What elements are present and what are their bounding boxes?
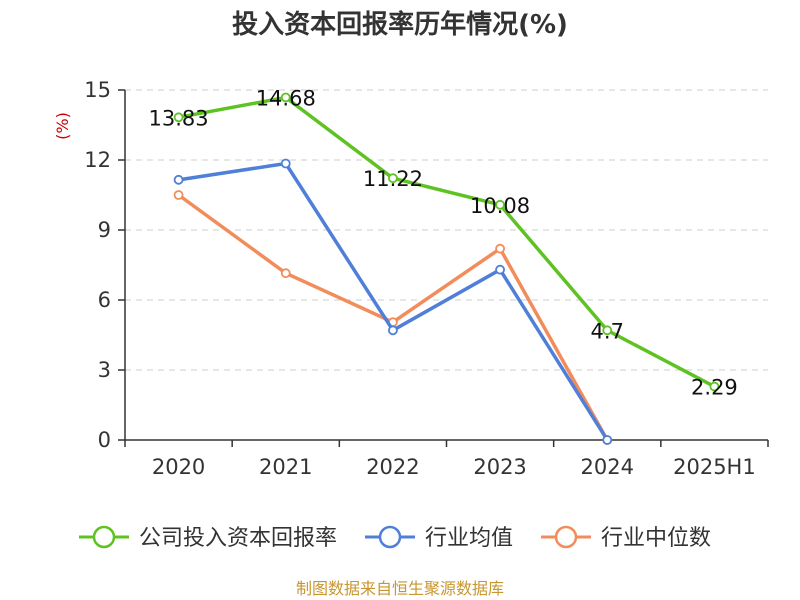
data-label: 13.83 — [149, 106, 209, 130]
x-tick-label: 2023 — [473, 455, 526, 479]
data-label: 11.22 — [363, 167, 423, 191]
x-tick-label: 2024 — [581, 455, 634, 479]
x-tick-label: 2022 — [366, 455, 419, 479]
data-point — [602, 435, 613, 445]
data-point — [280, 268, 291, 279]
legend-swatch-marker — [92, 525, 116, 549]
data-point — [280, 158, 291, 169]
legend[interactable]: 公司投入资本回报率 行业均值 行业中位数 — [79, 525, 711, 551]
x-tick-label: 2020 — [152, 455, 205, 479]
data-point — [495, 199, 505, 210]
y-tick-label: 0 — [98, 428, 111, 452]
data-point — [173, 112, 184, 123]
data-label: 2.29 — [691, 376, 738, 400]
chart-title: 投入资本回报率历年情况(%) — [232, 9, 568, 40]
data-point — [388, 173, 398, 184]
x-tick-label: 2021 — [259, 455, 312, 479]
y-tick-label: 9 — [98, 218, 111, 242]
y-tick-label: 6 — [98, 288, 111, 312]
x-tick-label: 2025H1 — [673, 455, 756, 479]
y-tick-label: 3 — [98, 358, 111, 382]
data-point — [495, 243, 505, 254]
legend-swatch-marker — [554, 525, 578, 549]
legend-item-0[interactable]: 公司投入资本回报率 — [79, 525, 337, 551]
data-point — [280, 92, 291, 103]
data-point — [173, 174, 184, 185]
legend-swatch-marker — [378, 525, 402, 549]
legend-item-1[interactable]: 行业均值 — [365, 525, 513, 551]
data-point — [709, 381, 720, 392]
grid-lines — [125, 89, 768, 371]
legend-item-2[interactable]: 行业中位数 — [541, 525, 711, 551]
data-point — [602, 325, 613, 336]
y-axis-label: (%) — [53, 112, 72, 140]
data-labels: 13.83 14.68 11.22 10.08 4.7 2.29 — [149, 86, 738, 399]
y-tick-label: 15 — [84, 78, 111, 102]
data-point — [495, 264, 505, 275]
legend-label: 行业均值 — [425, 526, 513, 551]
source-note: 制图数据来自恒生聚源数据库 — [296, 579, 504, 598]
data-label: 14.68 — [256, 86, 316, 110]
legend-label: 公司投入资本回报率 — [139, 526, 337, 551]
legend-label: 行业中位数 — [601, 526, 711, 551]
series-line-1 — [176, 161, 609, 442]
data-label: 4.7 — [591, 319, 624, 343]
y-tick-label: 12 — [84, 148, 111, 172]
data-point — [173, 190, 184, 200]
axes: 0 3 6 9 12 15 2020 2021 2022 2023 2024 2025H1 — [84, 78, 769, 479]
series-line-0 — [176, 95, 717, 389]
data-label: 10.08 — [470, 194, 530, 218]
series-lines — [173, 92, 720, 445]
data-point — [388, 325, 398, 336]
